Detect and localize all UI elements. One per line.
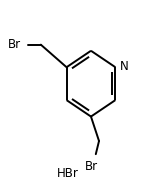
Text: HBr: HBr: [57, 167, 79, 180]
Text: Br: Br: [84, 160, 98, 173]
Text: N: N: [119, 60, 128, 73]
Text: Br: Br: [8, 38, 21, 51]
